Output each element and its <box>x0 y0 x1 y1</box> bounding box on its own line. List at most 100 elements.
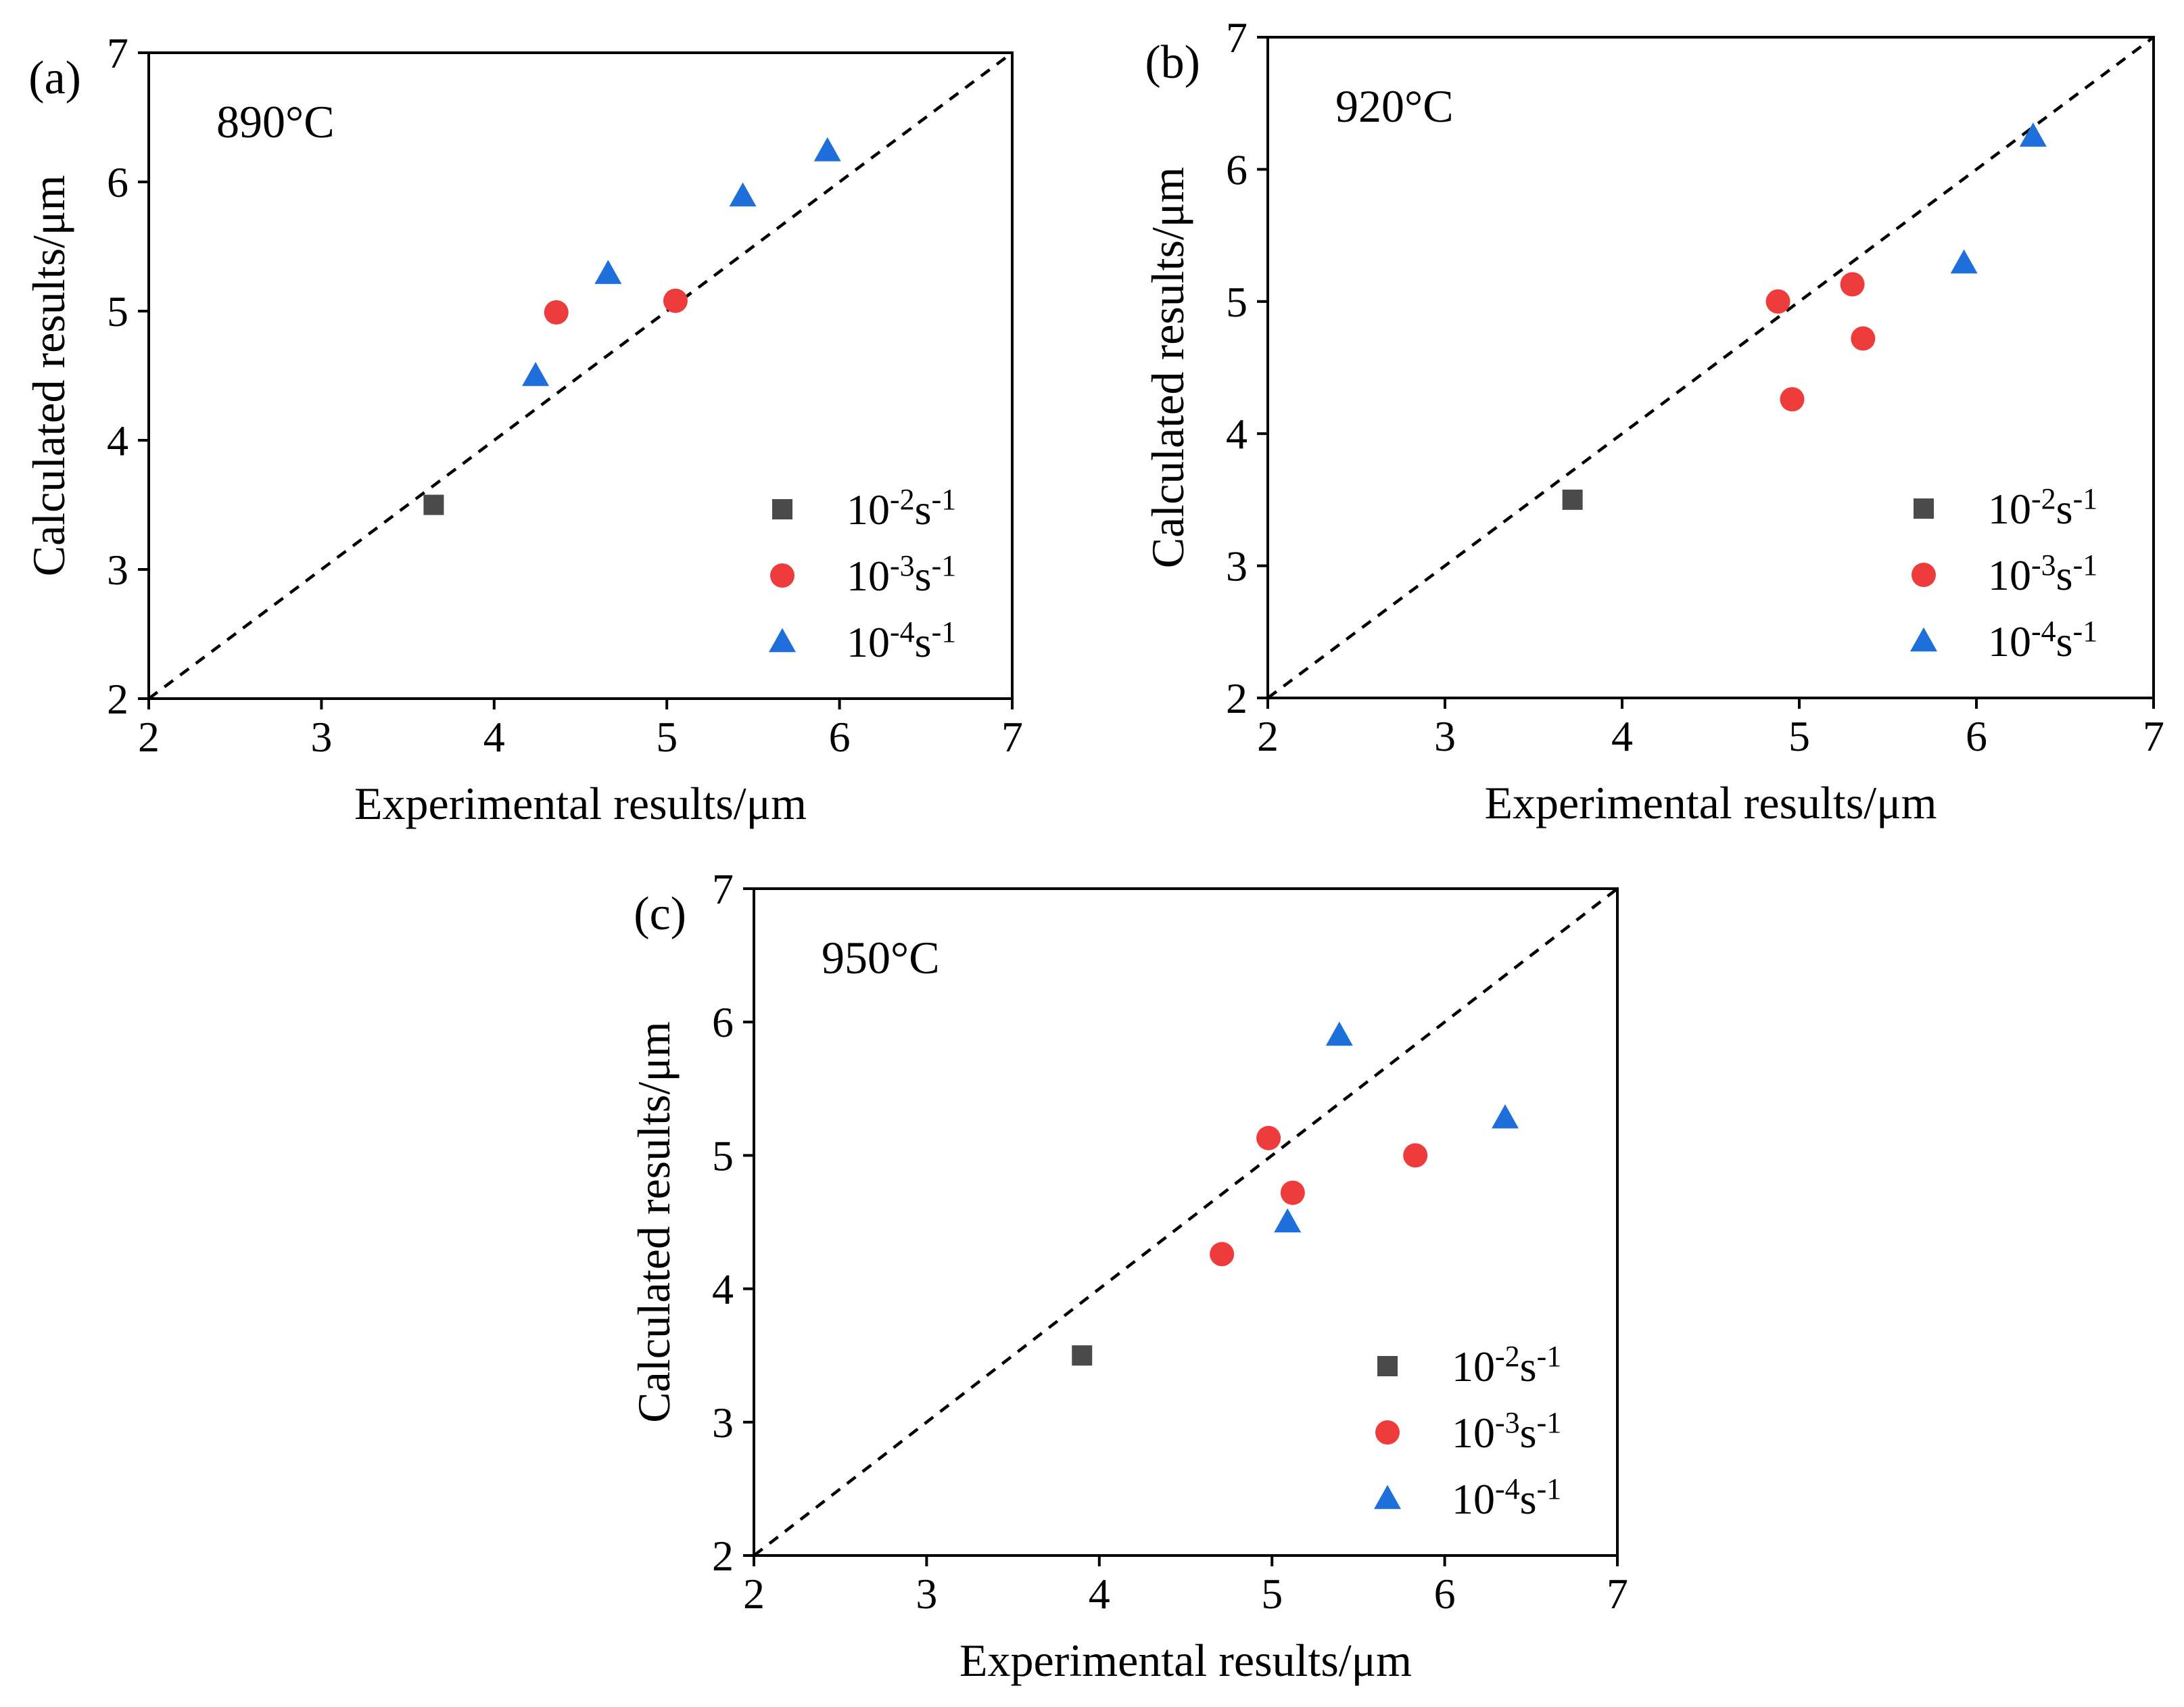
reference-line <box>753 887 1619 1557</box>
panel-a: 2 3 4 5 6 7 2 3 4 5 6 7 Experimental results/μm Calcu… <box>23 29 1023 829</box>
legend-label: 10-2s-1 <box>1988 482 2097 533</box>
x-tick-label: 3 <box>1434 712 1456 760</box>
x-tick-label: 7 <box>1607 1570 1628 1618</box>
panel-label: (b) <box>1145 37 1200 89</box>
legend-label: 10-3s-1 <box>1452 1406 1561 1457</box>
x-axis-title: Experimental results/μm <box>959 1635 1412 1686</box>
plot-frame <box>1266 36 2155 699</box>
x-axis-title: Experimental results/μm <box>1484 777 1937 828</box>
data-point-square <box>423 494 444 515</box>
y-tick-label: 6 <box>712 998 734 1046</box>
legend-marker-triangle <box>1374 1484 1401 1510</box>
y-axis-title: Calculated results/μm <box>1142 167 1193 569</box>
legend-label: 10-2s-1 <box>847 483 956 534</box>
plot-frame <box>753 887 1619 1557</box>
panel-b: 2 3 4 5 6 7 2 3 4 5 6 7 Experimental results/μm Calcu… <box>1142 14 2164 828</box>
x-tick-label: 7 <box>1001 713 1023 761</box>
x-tick-label: 6 <box>829 713 851 761</box>
y-tick-label: 7 <box>712 865 734 913</box>
temperature-label: 920°C <box>1335 80 1454 132</box>
legend-marker-circle <box>770 563 794 588</box>
data-point-triangle <box>1491 1104 1519 1129</box>
legend-label: 10-3s-1 <box>847 549 956 600</box>
x-tick-label: 4 <box>1611 712 1633 760</box>
legend-marker-square <box>772 499 792 519</box>
data-point-circle <box>1780 387 1805 412</box>
x-axis-title: Experimental results/μm <box>354 778 807 829</box>
panel-c: 2 3 4 5 6 7 2 3 4 5 6 7 Experimental results/μm Calcu… <box>628 865 1628 1686</box>
y-tick-label: 2 <box>1226 674 1248 722</box>
x-tick-label: 7 <box>2143 712 2164 760</box>
x-tick-label: 3 <box>916 1570 937 1618</box>
x-tick-label: 4 <box>1089 1570 1110 1618</box>
y-tick-label: 4 <box>107 417 128 465</box>
data-point-triangle <box>522 362 550 386</box>
y-tick-label: 5 <box>712 1131 734 1179</box>
y-tick-label: 2 <box>107 675 128 723</box>
y-tick-label: 7 <box>1226 14 1248 62</box>
y-tick-label: 3 <box>1226 542 1248 590</box>
x-tick-label: 3 <box>310 713 332 761</box>
y-axis-title: Calculated results/μm <box>628 1021 680 1423</box>
x-tick-label: 5 <box>1788 712 1810 760</box>
x-tick-label: 5 <box>656 713 678 761</box>
y-tick-label: 5 <box>107 287 128 335</box>
panel-label: (a) <box>28 52 81 104</box>
x-tick-label: 2 <box>1257 712 1279 760</box>
y-axis-title: Calculated results/μm <box>23 175 74 577</box>
data-point-circle <box>1840 272 1865 297</box>
x-tick-label: 6 <box>1966 712 1987 760</box>
y-tick-label: 2 <box>712 1532 734 1580</box>
y-tick-label: 3 <box>107 546 128 594</box>
data-point-circle <box>1280 1180 1305 1205</box>
data-point-square <box>1072 1345 1093 1366</box>
legend: 10-2s-1 10-3s-1 10-4s-1 <box>1374 1340 1561 1523</box>
legend-marker-triangle <box>1910 627 1937 652</box>
data-point-triangle <box>1950 249 1978 274</box>
data-point-circle <box>544 300 569 325</box>
legend-label: 10-3s-1 <box>1988 548 2097 599</box>
x-tick-label: 4 <box>483 713 505 761</box>
legend-marker-square <box>1914 498 1934 519</box>
temperature-label: 890°C <box>216 96 335 147</box>
legend-marker-triangle <box>769 628 796 653</box>
x-tick-label: 6 <box>1434 1570 1456 1618</box>
panel-label: (c) <box>634 888 686 940</box>
legend-label: 10-4s-1 <box>847 615 956 666</box>
reference-line <box>147 51 1014 700</box>
legend-marker-circle <box>1912 563 1936 587</box>
legend-marker-square <box>1377 1356 1398 1376</box>
x-tick-label: 2 <box>743 1570 765 1618</box>
data-point-circle <box>1765 289 1790 314</box>
y-tick-label: 6 <box>1226 145 1248 193</box>
data-point-circle <box>1403 1143 1428 1168</box>
y-tick-label: 5 <box>1226 278 1248 326</box>
data-point-circle <box>1256 1125 1281 1150</box>
data-point-triangle <box>2019 122 2047 147</box>
data-point-circle <box>663 288 688 313</box>
reference-line <box>1266 36 2155 699</box>
y-tick-label: 7 <box>107 29 128 77</box>
y-tick-label: 3 <box>712 1399 734 1447</box>
data-point-triangle <box>813 137 841 162</box>
x-tick-label: 2 <box>138 713 160 761</box>
data-point-square <box>1562 489 1583 510</box>
y-tick-label: 4 <box>712 1265 734 1313</box>
x-tick-label: 5 <box>1261 1570 1283 1618</box>
legend-label: 10-2s-1 <box>1452 1340 1561 1390</box>
data-point-triangle <box>1274 1208 1302 1233</box>
legend: 10-2s-1 10-3s-1 10-4s-1 <box>1910 482 2097 665</box>
y-tick-label: 6 <box>107 158 128 206</box>
legend-label: 10-4s-1 <box>1988 615 2097 665</box>
legend-marker-circle <box>1375 1420 1400 1445</box>
legend: 10-2s-1 10-3s-1 10-4s-1 <box>769 483 956 666</box>
data-point-circle <box>1210 1242 1235 1267</box>
data-point-triangle <box>1325 1021 1353 1046</box>
temperature-label: 950°C <box>822 932 940 983</box>
legend-label: 10-4s-1 <box>1452 1472 1561 1523</box>
y-tick-label: 4 <box>1226 410 1248 458</box>
plot-frame <box>147 51 1014 700</box>
data-point-triangle <box>594 260 622 284</box>
data-point-circle <box>1851 326 1876 351</box>
data-point-triangle <box>729 182 757 207</box>
